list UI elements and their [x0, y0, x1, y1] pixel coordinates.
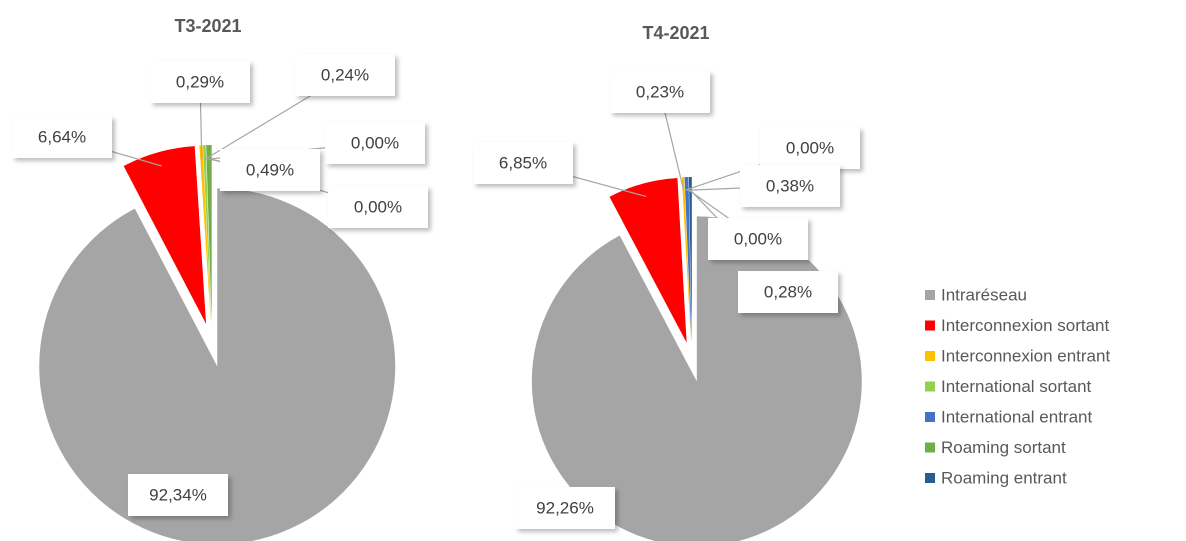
data-label: 0,49% — [246, 160, 294, 179]
label-box — [610, 71, 710, 113]
pie-slice: Intraréseau — [39, 188, 396, 541]
label-box — [760, 127, 860, 169]
pie-slice: International sortant — [202, 145, 212, 324]
label-box — [515, 487, 615, 529]
pie-slice: Interconnexion sortant — [123, 146, 207, 324]
pie-slice: Interconnexion entrant — [199, 145, 211, 324]
label-box — [220, 149, 320, 191]
data-label: 92,26% — [536, 498, 594, 517]
chart-title: T3-2021 — [174, 16, 241, 36]
legend-label: Roaming entrant — [941, 468, 1067, 487]
legend-swatch — [925, 473, 935, 483]
data-label: 0,00% — [734, 229, 782, 248]
data-label: 6,85% — [499, 153, 547, 172]
legend-swatch — [925, 290, 935, 300]
label-box — [738, 271, 838, 313]
label-box — [12, 116, 112, 158]
legend-label: Interconnexion sortant — [941, 316, 1109, 335]
data-label: 92,34% — [149, 485, 207, 504]
data-label: 0,24% — [321, 65, 369, 84]
label-box — [150, 61, 250, 103]
data-label: 0,00% — [351, 133, 399, 152]
pie-slice: Interconnexion sortant — [609, 177, 687, 343]
legend-swatch — [925, 412, 935, 422]
data-label: 0,38% — [766, 176, 814, 195]
label-box — [740, 165, 840, 207]
legend-label: Roaming sortant — [941, 438, 1066, 457]
pie-slice: Roaming entrant — [688, 177, 692, 343]
label-box — [128, 474, 228, 516]
legend-label: International entrant — [941, 407, 1092, 426]
data-label: 0,23% — [636, 82, 684, 101]
data-label: 0,00% — [354, 197, 402, 216]
legend-swatch — [925, 320, 935, 331]
data-label: 0,00% — [786, 138, 834, 157]
legend-label: Interconnexion entrant — [941, 346, 1110, 365]
label-box — [325, 122, 425, 164]
legend-label: International sortant — [941, 377, 1092, 396]
label-box — [328, 186, 428, 228]
label-box — [473, 142, 573, 184]
label-box — [295, 54, 395, 96]
label-box — [708, 218, 808, 260]
data-label: 0,29% — [176, 72, 224, 91]
legend-label: Intraréseau — [941, 285, 1027, 304]
legend-swatch — [925, 381, 935, 392]
pie-slice: International entrant — [684, 177, 692, 343]
pie-slice: Interconnexion entrant — [681, 177, 692, 343]
data-label: 6,64% — [38, 127, 86, 146]
pie-slice: Roaming sortant — [206, 145, 212, 324]
chart-title: T4-2021 — [642, 23, 709, 43]
data-label: 0,28% — [764, 282, 812, 301]
legend-swatch — [925, 442, 935, 453]
legend-swatch — [925, 351, 935, 361]
